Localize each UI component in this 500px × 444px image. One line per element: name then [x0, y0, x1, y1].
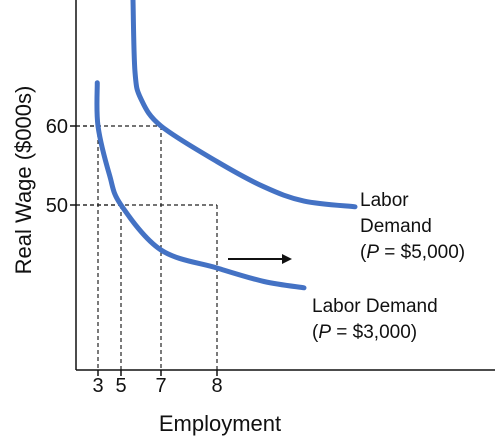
shift-arrow-head	[282, 254, 292, 264]
demand-curves	[94, 0, 358, 291]
x-axis-title: Employment	[159, 411, 281, 436]
series-label-upper-line-3: (P = $5,000)	[360, 242, 465, 263]
variable-p: P	[366, 242, 379, 263]
series-label-lower: Labor Demand (P = $3,000)	[312, 296, 443, 343]
x-tick-label-3: 3	[92, 375, 103, 397]
series-label-lower-line-1: Labor Demand	[312, 296, 438, 317]
axis-ticks	[70, 125, 218, 376]
shift-arrow	[228, 254, 292, 264]
demand-curve-p5000	[130, 0, 358, 210]
y-tick-label-50: 50	[46, 195, 68, 217]
y-axis-title: Real Wage ($000s)	[11, 86, 36, 275]
series-label-upper: Labor Demand (P = $5,000)	[360, 190, 465, 263]
series-label-upper-line-1: Labor	[360, 190, 409, 211]
series-label-upper-line-2: Demand	[360, 216, 432, 237]
series-label-lower-line-2: (P = $3,000)	[312, 322, 417, 343]
y-tick-label-60: 60	[46, 116, 68, 138]
x-tick-label-7: 7	[155, 375, 166, 397]
variable-p: P	[318, 322, 331, 343]
x-tick-label-5: 5	[115, 375, 126, 397]
demand-curve-p3000	[94, 80, 307, 291]
reference-lines	[76, 125, 218, 370]
x-tick-label-8: 8	[211, 375, 222, 397]
